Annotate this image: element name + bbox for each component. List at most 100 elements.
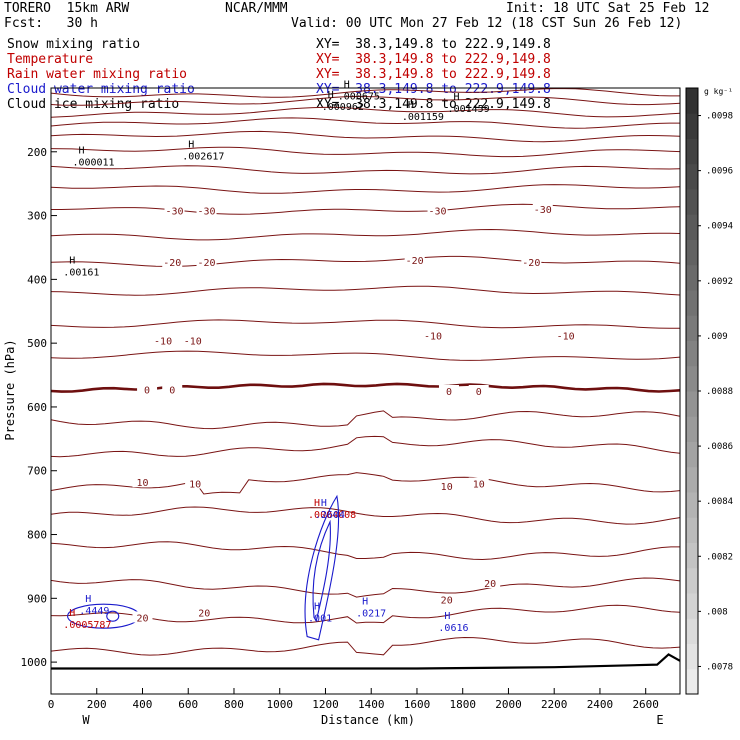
isotherm-label-bg [194,606,215,618]
plot-frame [50,87,681,695]
cloud-water-maximum-value: .0217 [356,608,386,619]
isotherm-line [50,472,681,495]
isotherm-line [50,146,681,158]
x-tick-label: 1400 [358,698,385,711]
colorbar-segment [686,113,698,139]
isotherm-label: -20 [522,258,540,269]
colorbar-segment [686,340,698,367]
cloud-water-contour [304,494,340,641]
colorbar-segment [686,138,698,165]
isotherm-label-bg [436,593,457,605]
isotherm-line [50,506,681,525]
isotherm-line [50,350,681,361]
cloud-water-maximum-marker: H [444,611,450,622]
isotherm-label: 0 [144,386,150,397]
isotherm-line [50,636,681,656]
west-endpoint-label: W [82,713,90,727]
isotherm-label-bg [480,577,501,589]
field-xy-rain: XY= 38.3,149.8 to 222.9,149.8 [316,67,551,82]
isotherm-label-bg [422,329,443,341]
field-name-cloud-water: Cloud water mixing ratio [7,82,195,97]
snow-maximum-marker: H [408,100,414,111]
x-tick-label: 200 [87,698,107,711]
rain-maximum-value: .0005787 [63,620,111,631]
isotherm-line [50,604,681,624]
isotherm-label: -10 [154,337,172,348]
cloud-water-maximum-value: .0616 [438,623,468,634]
snow-maximum-marker: H [328,90,334,101]
terrain-line [51,653,681,670]
isotherm-label-bg [532,203,553,215]
colorbar-segment [686,214,698,240]
isotherm-label-bg [521,256,542,268]
colorbar-segment [686,441,698,468]
isotherm-label: -20 [406,256,424,267]
field-name-cloud-ice: Cloud ice mixing ratio [7,97,180,112]
init-time: Init: 18 UTC Sat 25 Feb 12 [506,1,710,16]
colorbar-tick-label: .0082 [706,552,733,562]
cloud-water-maximum-value: .4449 [79,606,109,617]
cloud-water-maximum-marker: H [321,498,327,509]
isotherm-label-bg [427,204,448,216]
cloud-water-maximum-marker: H [362,596,368,607]
east-endpoint-label: E [656,713,663,727]
snow-maximum-value: .001459 [448,104,490,115]
isotherm-label: 20 [484,579,496,590]
forecast-hour: Fcst: 30 h [4,16,98,31]
isotherm-line [50,410,681,430]
colorbar-segment [686,239,698,266]
colorbar-unit-label: g kg⁻¹ [704,87,733,96]
isotherm-label: 20 [136,613,148,624]
isotherm-label: 0 [169,386,175,397]
isotherm-label-bg [185,477,206,489]
isotherm-label-bg [132,611,153,623]
rain-maximum-value: .0004008 [308,510,356,521]
isotherm-line [51,203,681,215]
field-xy-snow: XY= 38.3,149.8 to 222.9,149.8 [316,37,551,52]
snow-maximum-value: .002617 [182,152,224,163]
snow-maximum-value: .000011 [72,157,114,168]
x-tick-label: 600 [178,698,198,711]
isotherm-label: 0 [476,387,482,398]
colorbar-segment [686,643,698,670]
field-xy-temperature: XY= 38.3,149.8 to 222.9,149.8 [316,52,551,67]
isotherm-label-bg [468,477,489,489]
isotherm-label: 10 [189,479,201,490]
rain-maximum-marker: H [69,608,75,619]
isotherm-label: -30 [165,206,183,217]
isotherm-line [50,577,681,598]
isotherm-label: 10 [473,479,485,490]
isotherm-label: 0 [446,387,452,398]
y-tick-label: 400 [27,273,47,286]
cloud-water-maximum-value: .001 [308,613,332,624]
snow-maximum-value: .001159 [402,112,444,123]
x-tick-label: 400 [133,698,153,711]
y-tick-label: 300 [27,210,47,223]
valid-time: Valid: 00 UTC Mon 27 Feb 12 (18 CST Sun … [291,16,683,31]
y-tick-label: 200 [27,146,47,159]
cloud-water-contour [312,519,331,622]
colorbar-segment [686,88,698,114]
isotherm-label-bg [162,256,183,268]
colorbar-segment [686,567,698,594]
isotherm-label: -10 [557,332,575,343]
isotherm-line [50,285,681,296]
y-axis-title: Pressure (hPa) [3,339,17,440]
x-tick-label: 1800 [449,698,476,711]
colorbar-segment [686,466,698,493]
isotherm-line [50,541,680,561]
model-title: TORERO 15km ARW [4,1,130,16]
colorbar-tick-label: .0088 [706,387,733,397]
isotherm-label-bg [164,204,185,216]
colorbar-segment [686,189,698,215]
isotherm-line [50,95,681,106]
colorbar-segment [686,492,698,518]
x-tick-label: 1000 [266,698,293,711]
isotherm-label-bg [132,476,153,488]
field-name-temperature: Temperature [7,52,94,67]
y-tick-label: 900 [27,592,47,605]
snow-maximum-value: .000675 [338,92,380,103]
isotherm-label-bg [196,204,217,216]
rain-maximum-marker: H [314,498,320,509]
